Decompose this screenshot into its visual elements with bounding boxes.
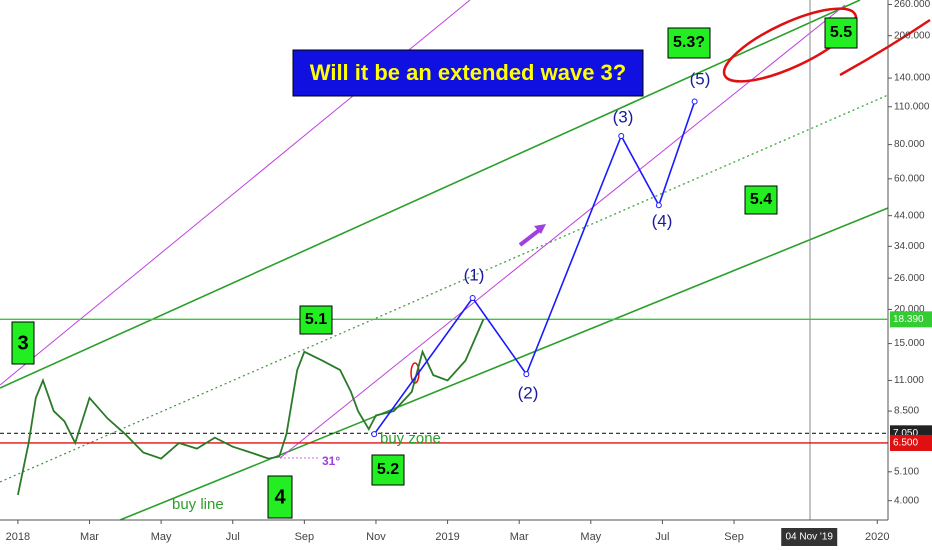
wave-vertex bbox=[655, 202, 662, 209]
x-tick-label: Nov bbox=[366, 531, 386, 543]
title-box bbox=[292, 49, 644, 97]
x-tick-label: Sep bbox=[724, 531, 744, 543]
y-tick-label: 80.000 bbox=[894, 139, 925, 150]
buy-line-label: buy line bbox=[172, 496, 224, 513]
y-tick-label: 20.000 bbox=[894, 304, 925, 315]
y-tick-label: 44.000 bbox=[894, 210, 925, 221]
wave-label: 5.3? bbox=[673, 34, 705, 51]
y-tick-label: 110.000 bbox=[894, 101, 930, 112]
y-tick-label: 5.100 bbox=[894, 466, 919, 477]
wave-point: (1) bbox=[464, 265, 485, 284]
angle-label: 31° bbox=[322, 454, 340, 468]
wave-boxes: 3 4 5.1 5.2 5.3? 5.4 5.5 bbox=[11, 17, 858, 519]
wave-vertex bbox=[691, 98, 698, 105]
y-tick-label: 60.000 bbox=[894, 173, 925, 184]
chart-title: Will it be an extended wave 3? bbox=[310, 60, 626, 85]
price-tag bbox=[890, 434, 932, 451]
wave-point: (5) bbox=[690, 69, 711, 88]
wave-label: 5.5 bbox=[830, 24, 852, 41]
cursor-tag bbox=[781, 528, 838, 546]
wave-point: (4) bbox=[652, 211, 673, 230]
wave-point: (2) bbox=[518, 383, 539, 402]
price-tag bbox=[890, 311, 932, 328]
y-tick-label: 8.500 bbox=[894, 406, 919, 417]
x-tick-label: Sep bbox=[295, 531, 315, 543]
y-tick-label: 4.000 bbox=[894, 495, 919, 506]
marks bbox=[0, 98, 888, 496]
y-tick-label: 140.000 bbox=[894, 73, 931, 84]
x-tick-label: 2020 bbox=[865, 531, 889, 543]
wave-vertex bbox=[618, 132, 625, 139]
y-tick-label: 200.000 bbox=[894, 30, 931, 41]
x-tick-label: Mar bbox=[510, 531, 529, 543]
x-tick-label: 2018 bbox=[6, 531, 30, 543]
wave-label: 3 bbox=[17, 332, 28, 354]
y-tick-label: 26.000 bbox=[894, 273, 925, 284]
wave-vertex bbox=[469, 295, 476, 302]
trend-lines bbox=[0, 0, 931, 521]
series-line bbox=[373, 101, 696, 435]
x-tick-label: May bbox=[151, 531, 172, 543]
price-tag-label: 7.050 bbox=[893, 428, 918, 439]
wave-label: 5.4 bbox=[750, 191, 772, 208]
series-line bbox=[17, 318, 485, 496]
x-tick-label: Jul bbox=[655, 531, 669, 543]
wave-label: 4 bbox=[274, 486, 286, 508]
wave-vertex bbox=[523, 371, 530, 378]
price-tag-label: 6.500 bbox=[893, 438, 918, 449]
x-tick-label: 2019 bbox=[435, 531, 459, 543]
x-tick-label: Jul bbox=[226, 531, 240, 543]
wave-label: 5.1 bbox=[305, 311, 327, 328]
wave-vertex bbox=[371, 431, 378, 438]
x-tick-label: Mar bbox=[80, 531, 99, 543]
y-tick-label: 15.000 bbox=[894, 338, 925, 349]
x-tick-label: May bbox=[580, 531, 601, 543]
wave-point: (3) bbox=[613, 107, 634, 126]
price-tag-label: 18.390 bbox=[893, 314, 924, 325]
y-tick-label: 11.000 bbox=[894, 375, 924, 386]
wave-label: 5.2 bbox=[377, 461, 399, 478]
y-tick-label: 260.000 bbox=[894, 0, 931, 10]
cursor-label: 04 Nov '19 bbox=[785, 532, 833, 543]
y-tick-label: 34.000 bbox=[894, 241, 925, 252]
buy-zone-label: buy zone bbox=[380, 430, 441, 447]
